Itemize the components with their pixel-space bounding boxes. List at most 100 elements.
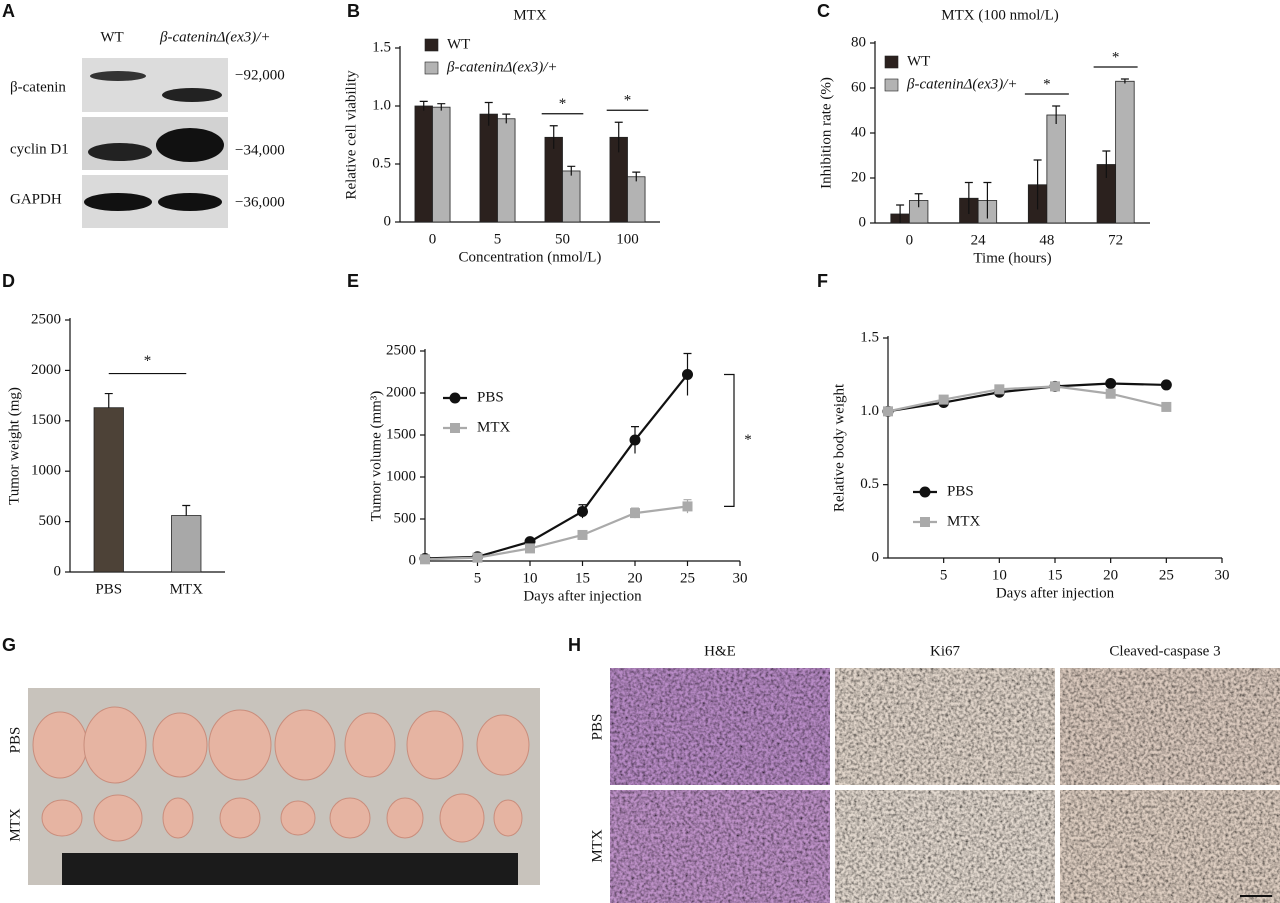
x-tick-label: 100 [616,231,639,247]
tumors [32,706,530,843]
marker [630,508,640,519]
y-tick-label: 2500 [31,311,61,327]
error-bar [964,181,973,214]
x-tick-label: 20 [1103,567,1118,583]
error-bar [182,504,191,516]
band [90,71,146,81]
panel-letter: D [2,271,15,291]
legend-label: PBS [477,389,504,405]
y-tick-label: 1.0 [860,403,879,419]
marker [920,517,930,527]
error-bar [896,204,905,223]
marker [1105,377,1117,389]
column-label: Ki67 [930,643,961,659]
bar [414,105,433,223]
micrograph [610,668,830,785]
bar [1046,114,1066,224]
x-tick-label: 10 [992,567,1007,583]
annotation: * [1043,76,1051,92]
series-line [887,382,1167,413]
y-axis-label: Inhibition rate (%) [818,77,834,189]
ruler [62,853,518,885]
marker [420,554,430,565]
band [162,88,222,102]
lane-label: WT [100,29,123,45]
row-label: GAPDH [10,191,62,207]
y-tick-label: 1500 [386,426,416,442]
marker [682,369,693,381]
annotation: * [144,353,152,369]
series-line [424,505,688,561]
legend-swatch [884,55,899,69]
y-axis-label: Relative body weight [831,383,847,512]
x-axis-label: Concentration (nmol/L) [459,249,602,265]
marker [1050,381,1060,392]
y-tick-label: 0.5 [860,476,879,492]
y-tick-label: 0 [409,552,417,568]
bar [93,407,124,573]
error-bar [437,103,446,111]
marker [449,392,461,404]
row-label: cyclin D1 [10,141,69,157]
x-tick-label: MTX [170,581,204,597]
legend-label: β-cateninΔ(ex3)/+ [906,76,1018,92]
band [158,193,222,211]
error-bar [1102,150,1111,178]
x-tick-label: 0 [906,232,914,248]
micrograph [835,790,1055,903]
legend-swatch [424,38,439,52]
blot-strip [82,58,228,112]
y-tick-label: 500 [394,510,417,526]
legend-swatch [884,78,899,92]
marker [682,501,693,512]
legend-label: PBS [947,483,974,499]
panel-letter: F [817,271,828,291]
bar [479,113,498,223]
row-label: MTX [7,808,23,842]
error-bar [549,125,558,149]
marker [919,486,931,498]
x-tick-label: 5 [494,231,502,247]
row-label: β-catenin [10,79,66,95]
bar [171,515,202,573]
annotation: * [1112,49,1120,65]
error-bar [502,113,511,124]
error-bar [484,101,493,126]
lane-label: β-cateninΔ(ex3)/+ [159,29,271,45]
panel-letter: G [2,635,16,655]
panel-letter: A [2,1,15,21]
marker [577,529,588,540]
x-tick-label: 25 [1159,567,1174,583]
y-tick-label: 2500 [386,342,416,358]
legend-label: WT [447,36,470,52]
y-tick-label: 1.5 [860,329,879,345]
panel-letter: B [347,1,360,21]
column-label: H&E [704,643,736,659]
x-tick-label: 0 [429,231,437,247]
chart-title: MTX (100 nmol/L) [941,7,1059,23]
micrograph [835,668,1055,785]
y-tick-label: 20 [851,169,866,185]
series-line [887,385,1167,413]
legend-label: MTX [947,513,981,529]
x-tick-label: 24 [971,232,987,248]
marker [450,423,460,433]
x-axis-label: Days after injection [996,585,1115,601]
y-tick-label: 1.5 [372,39,391,55]
x-tick-label: 30 [1215,567,1230,583]
y-tick-label: 2000 [31,362,61,378]
x-tick-label: 5 [940,567,948,583]
marker [994,384,1005,395]
legend-swatch [424,61,439,75]
x-tick-label: 20 [628,570,643,586]
size-label: −92,000 [235,67,285,83]
x-tick-label: 5 [474,570,482,586]
y-tick-label: 500 [39,513,62,529]
y-tick-label: 1000 [31,463,61,479]
micrograph [1060,668,1280,785]
x-tick-label: PBS [95,581,122,597]
x-tick-label: 50 [555,231,570,247]
bar [544,136,563,223]
y-tick-label: 1000 [386,468,416,484]
marker [1161,401,1172,412]
